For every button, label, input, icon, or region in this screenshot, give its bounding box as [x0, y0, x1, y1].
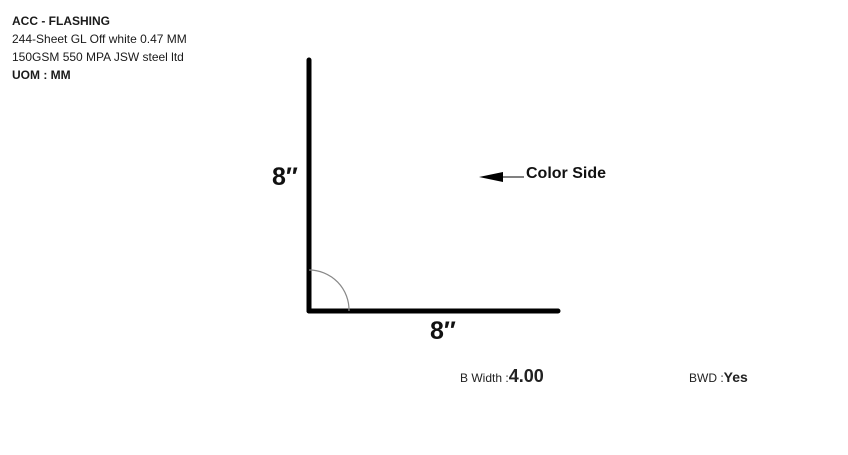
- b-width-label: B Width :: [460, 371, 509, 385]
- bwd-value: Yes: [723, 369, 748, 385]
- color-side-label: Color Side: [526, 165, 607, 182]
- uom-label: UOM :: [12, 68, 48, 82]
- uom-line: UOM : MM: [12, 66, 212, 84]
- b-width-value: 4.00: [508, 366, 544, 386]
- uom-value: MM: [50, 68, 71, 82]
- bwd-spec: BWD :Yes: [689, 369, 748, 385]
- bwd-label: BWD :: [689, 371, 724, 385]
- angle-arc: [308, 269, 350, 312]
- color-side-arrow-head: [479, 172, 503, 182]
- b-width-spec: B Width :4.00: [460, 366, 544, 387]
- vertical-dimension-label: 8″: [272, 163, 298, 191]
- horizontal-dimension-label: 8″: [430, 317, 456, 345]
- product-info: ACC - FLASHING 244-Sheet GL Off white 0.…: [12, 12, 212, 84]
- product-title: ACC - FLASHING: [12, 14, 110, 28]
- product-description: 244-Sheet GL Off white 0.47 MM 150GSM 55…: [12, 32, 187, 64]
